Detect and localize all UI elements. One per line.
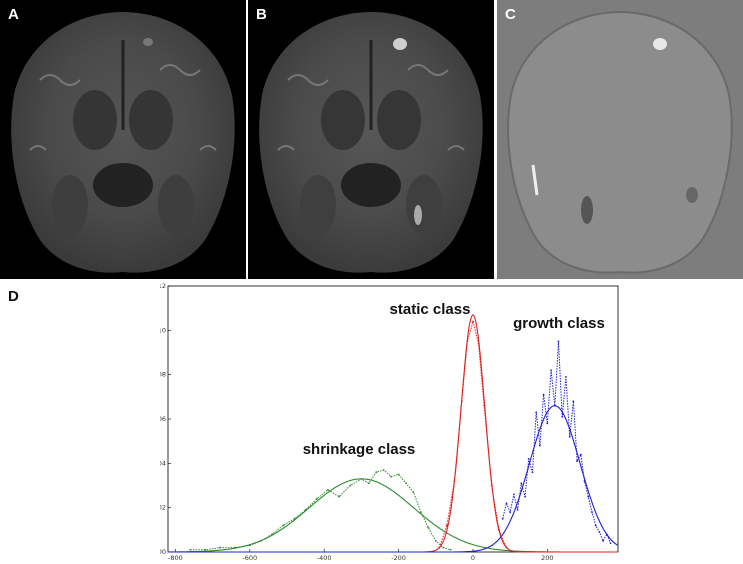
histogram-point — [204, 548, 207, 551]
histogram-point — [561, 415, 564, 418]
panel-a-label: A — [8, 6, 19, 23]
histogram-point — [579, 453, 582, 456]
annotation-growth-class: growth class — [513, 315, 605, 332]
histogram-point — [550, 369, 552, 372]
panel-c-difference-map: C — [497, 0, 743, 279]
histogram-series — [502, 341, 612, 544]
histogram-point — [587, 495, 590, 498]
y-tick-label: 0.000 — [160, 548, 166, 556]
y-tick-label: 0.002 — [160, 504, 166, 512]
y-tick-label: 0.012 — [160, 282, 166, 290]
x-tick-label: -600 — [242, 554, 257, 562]
histogram-point — [524, 495, 526, 498]
panel-c-label: C — [505, 6, 516, 23]
gaussian-fit-curve — [168, 314, 618, 553]
gaussian-fit-curve — [168, 478, 618, 553]
mri-difference-image — [497, 0, 743, 279]
mri-slice-a-image — [0, 0, 246, 279]
axis-ticks: -800 -600 -400 -200 0 200 0.000 0.002 0.004 0.006… — [160, 282, 554, 562]
histogram-point — [591, 511, 593, 513]
histogram-point — [505, 502, 508, 505]
histogram-point — [189, 548, 192, 551]
histogram-point — [598, 531, 601, 533]
histogram-point — [405, 482, 407, 485]
histogram-point — [557, 340, 560, 343]
histogram-point — [609, 542, 612, 545]
histogram-point — [572, 400, 575, 403]
histogram-point — [282, 524, 285, 527]
y-tick-label: 0.010 — [160, 326, 166, 334]
histogram-point — [382, 469, 385, 471]
y-tick-label: 0.006 — [160, 415, 166, 423]
panel-b-label: B — [256, 6, 267, 23]
histogram-point — [568, 435, 571, 438]
histogram-point — [512, 493, 515, 496]
histogram-point — [397, 473, 400, 476]
x-tick-label: -200 — [391, 554, 406, 562]
histogram-point — [594, 524, 597, 527]
histogram-point — [367, 482, 370, 485]
histogram-point — [539, 444, 541, 447]
annotation-shrinkage-class: shrinkage class — [303, 441, 416, 458]
panel-d-label: D — [8, 288, 19, 305]
histogram-point — [434, 540, 437, 542]
histogram-point — [338, 495, 340, 498]
histogram-point — [375, 471, 378, 474]
histogram-point — [412, 491, 415, 494]
histogram-point — [509, 511, 512, 513]
histogram-point — [535, 411, 538, 414]
mri-slice-b-image — [248, 0, 494, 279]
histogram-point — [576, 460, 578, 463]
panel-b-mri: B — [248, 0, 494, 279]
histogram-point — [602, 540, 605, 542]
histogram-point — [501, 517, 504, 520]
gaussian-fit-curve — [168, 405, 618, 553]
histogram-point — [449, 548, 452, 551]
histogram-layer — [189, 319, 612, 551]
x-tick-label: -800 — [168, 554, 183, 562]
histogram-point — [427, 526, 430, 529]
panel-a-mri: A — [0, 0, 246, 279]
histogram-point — [390, 475, 393, 478]
histogram-point — [516, 508, 519, 511]
histogram-point — [565, 375, 567, 378]
x-tick-label: 0 — [471, 554, 475, 562]
x-tick-label: 200 — [541, 554, 553, 562]
histogram-point — [520, 482, 523, 485]
histogram-point — [315, 497, 318, 500]
histogram-point — [219, 546, 221, 549]
class-distribution-chart: -800 -600 -400 -200 0 200 0.000 0.002 0.004 0.006… — [160, 282, 619, 562]
histogram-point — [349, 484, 352, 487]
histogram-point — [542, 393, 545, 396]
y-tick-label: 0.004 — [160, 459, 166, 467]
y-tick-label: 0.008 — [160, 371, 166, 379]
histogram-point — [472, 320, 474, 323]
histogram-point — [442, 546, 445, 549]
histogram-point — [527, 458, 530, 460]
histogram-point — [327, 489, 329, 491]
histogram-point — [531, 471, 534, 474]
histogram-series — [439, 319, 507, 548]
histogram-series — [190, 469, 451, 551]
annotation-static-class: static class — [390, 301, 471, 318]
gaussian-fit-layer — [168, 314, 618, 553]
histogram-point — [546, 422, 549, 425]
histogram-point — [419, 511, 422, 513]
x-tick-label: -400 — [317, 554, 332, 562]
